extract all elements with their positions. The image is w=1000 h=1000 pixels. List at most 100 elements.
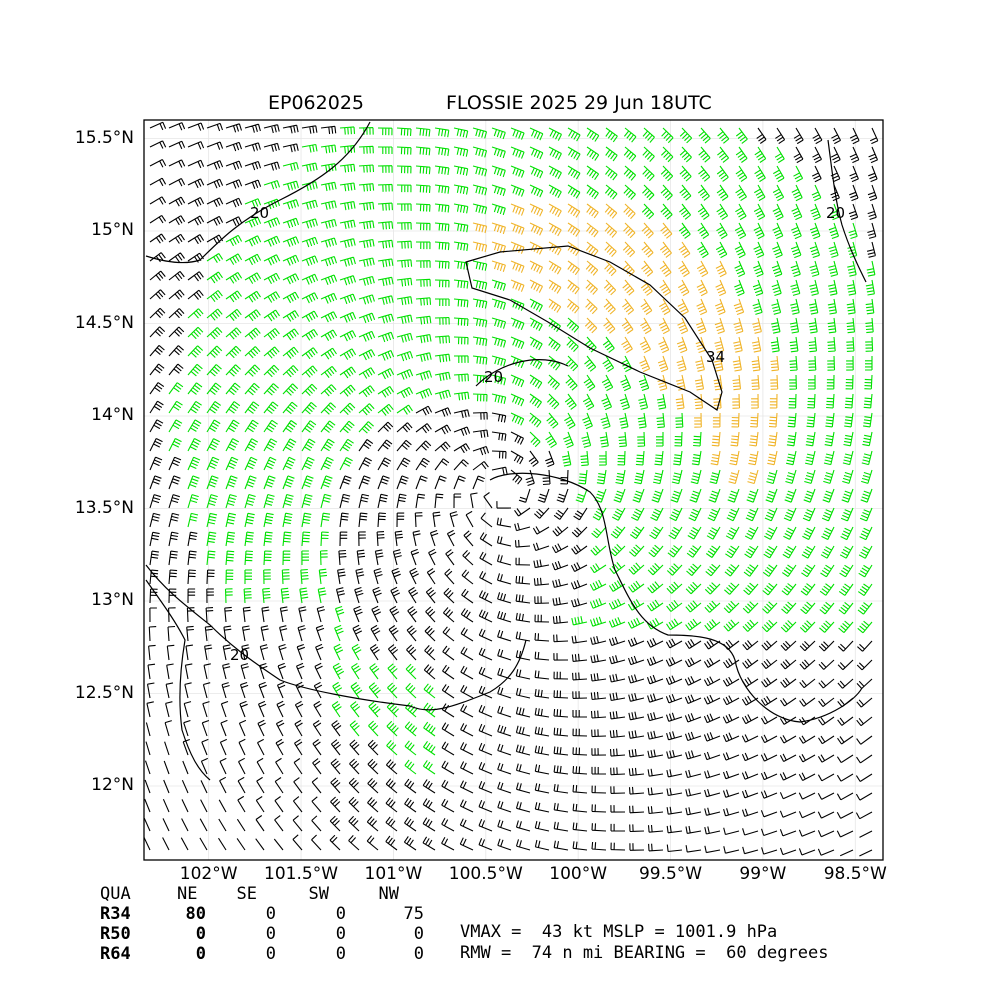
wind-barb xyxy=(388,625,399,642)
wind-barb xyxy=(766,469,778,485)
wind-barb xyxy=(817,773,835,782)
wind-barb xyxy=(673,450,683,466)
wind-barb xyxy=(865,298,875,315)
wind-barb xyxy=(453,317,469,326)
wind-barb xyxy=(491,127,506,140)
wind-barb xyxy=(609,673,626,683)
wind-barb xyxy=(548,279,562,294)
wind-barb xyxy=(666,581,683,594)
wind-barb xyxy=(704,845,721,854)
wind-barb xyxy=(263,550,272,566)
wind-barb xyxy=(378,146,393,155)
wind-barb xyxy=(647,787,664,796)
wind-barb xyxy=(565,355,579,372)
latitude-tick-label: 15°N xyxy=(91,220,134,240)
wind-barb xyxy=(665,656,683,667)
wind-barb xyxy=(385,778,398,794)
wind-barb xyxy=(548,203,562,218)
wind-barb xyxy=(206,475,219,490)
wind-barb xyxy=(847,260,857,277)
wind-barb xyxy=(601,393,613,411)
wind-barb xyxy=(434,389,451,400)
wind-barb xyxy=(627,637,645,647)
wind-barb xyxy=(320,456,334,471)
wind-barb xyxy=(529,279,543,293)
wind-barb xyxy=(684,694,702,705)
contour-label: 20 xyxy=(484,368,503,386)
wind-barb xyxy=(187,550,197,566)
wind-barb xyxy=(735,184,747,202)
wind-barb xyxy=(149,382,165,395)
wind-barb xyxy=(282,236,300,247)
wind-barb xyxy=(415,203,431,212)
latitude-tick-label: 14°N xyxy=(91,405,134,425)
wind-barb xyxy=(629,526,645,539)
wind-barb xyxy=(783,507,797,522)
wind-barb xyxy=(534,689,550,699)
wind-barb xyxy=(665,638,683,649)
wind-barb xyxy=(339,348,357,360)
wind-barb xyxy=(856,754,873,764)
wind-barb xyxy=(605,165,618,181)
wind-barb xyxy=(168,233,185,244)
latitude-tick-label: 12°N xyxy=(91,775,134,795)
wind-barb xyxy=(206,141,224,150)
wind-barb xyxy=(586,165,600,181)
wind-barb xyxy=(358,312,376,324)
wind-barb xyxy=(600,412,611,429)
wind-barb xyxy=(779,810,797,818)
wind-barb xyxy=(566,336,579,352)
contour-label: 20 xyxy=(826,204,845,222)
wind-barb xyxy=(601,374,614,392)
wind-barb xyxy=(282,180,299,191)
wind-barb xyxy=(263,272,281,285)
wind-barb xyxy=(368,701,381,718)
wind-barb xyxy=(779,772,797,781)
wind-barb xyxy=(206,382,222,396)
wind-barb xyxy=(798,829,816,837)
wind-barb xyxy=(767,450,778,466)
wind-barb xyxy=(282,401,298,415)
wind-barb xyxy=(727,488,740,503)
wind-barb xyxy=(237,776,246,794)
wind-barb xyxy=(497,819,512,832)
wind-barb xyxy=(358,349,376,361)
wind-barb xyxy=(762,582,778,596)
wind-barb xyxy=(561,450,572,467)
wind-barb xyxy=(799,659,816,670)
wind-barb xyxy=(843,431,854,447)
wind-barb xyxy=(187,531,198,547)
radii-header-cell xyxy=(170,884,177,904)
wind-barb xyxy=(453,241,469,252)
wind-barb xyxy=(628,786,645,795)
wind-barb xyxy=(168,252,185,263)
wind-barb xyxy=(166,663,174,680)
wind-barb xyxy=(799,678,816,689)
wind-barb xyxy=(651,488,664,503)
wind-barb xyxy=(244,401,260,414)
wind-barb xyxy=(741,789,759,799)
wind-barb xyxy=(386,720,399,737)
wind-barb xyxy=(844,393,854,409)
wind-barb xyxy=(206,308,223,321)
wind-barb xyxy=(768,431,778,447)
wind-barb xyxy=(257,738,265,756)
wind-barb xyxy=(453,459,469,471)
wind-barb xyxy=(866,241,876,258)
wind-barb xyxy=(301,255,319,267)
wind-barb xyxy=(422,760,436,775)
wind-barb xyxy=(461,569,474,585)
radii-row-name: R64 xyxy=(100,944,131,964)
wind-barb xyxy=(320,512,331,528)
wind-barb xyxy=(585,279,598,295)
wind-barb xyxy=(280,587,290,604)
wind-barb xyxy=(206,160,224,170)
wind-barb xyxy=(836,792,854,801)
wind-barb xyxy=(723,846,740,854)
wind-barb xyxy=(585,241,599,257)
wind-barb xyxy=(622,279,635,296)
wind-barb xyxy=(741,695,759,706)
wind-barb xyxy=(831,127,841,145)
wind-barb xyxy=(546,412,559,429)
wind-barb xyxy=(396,439,412,452)
